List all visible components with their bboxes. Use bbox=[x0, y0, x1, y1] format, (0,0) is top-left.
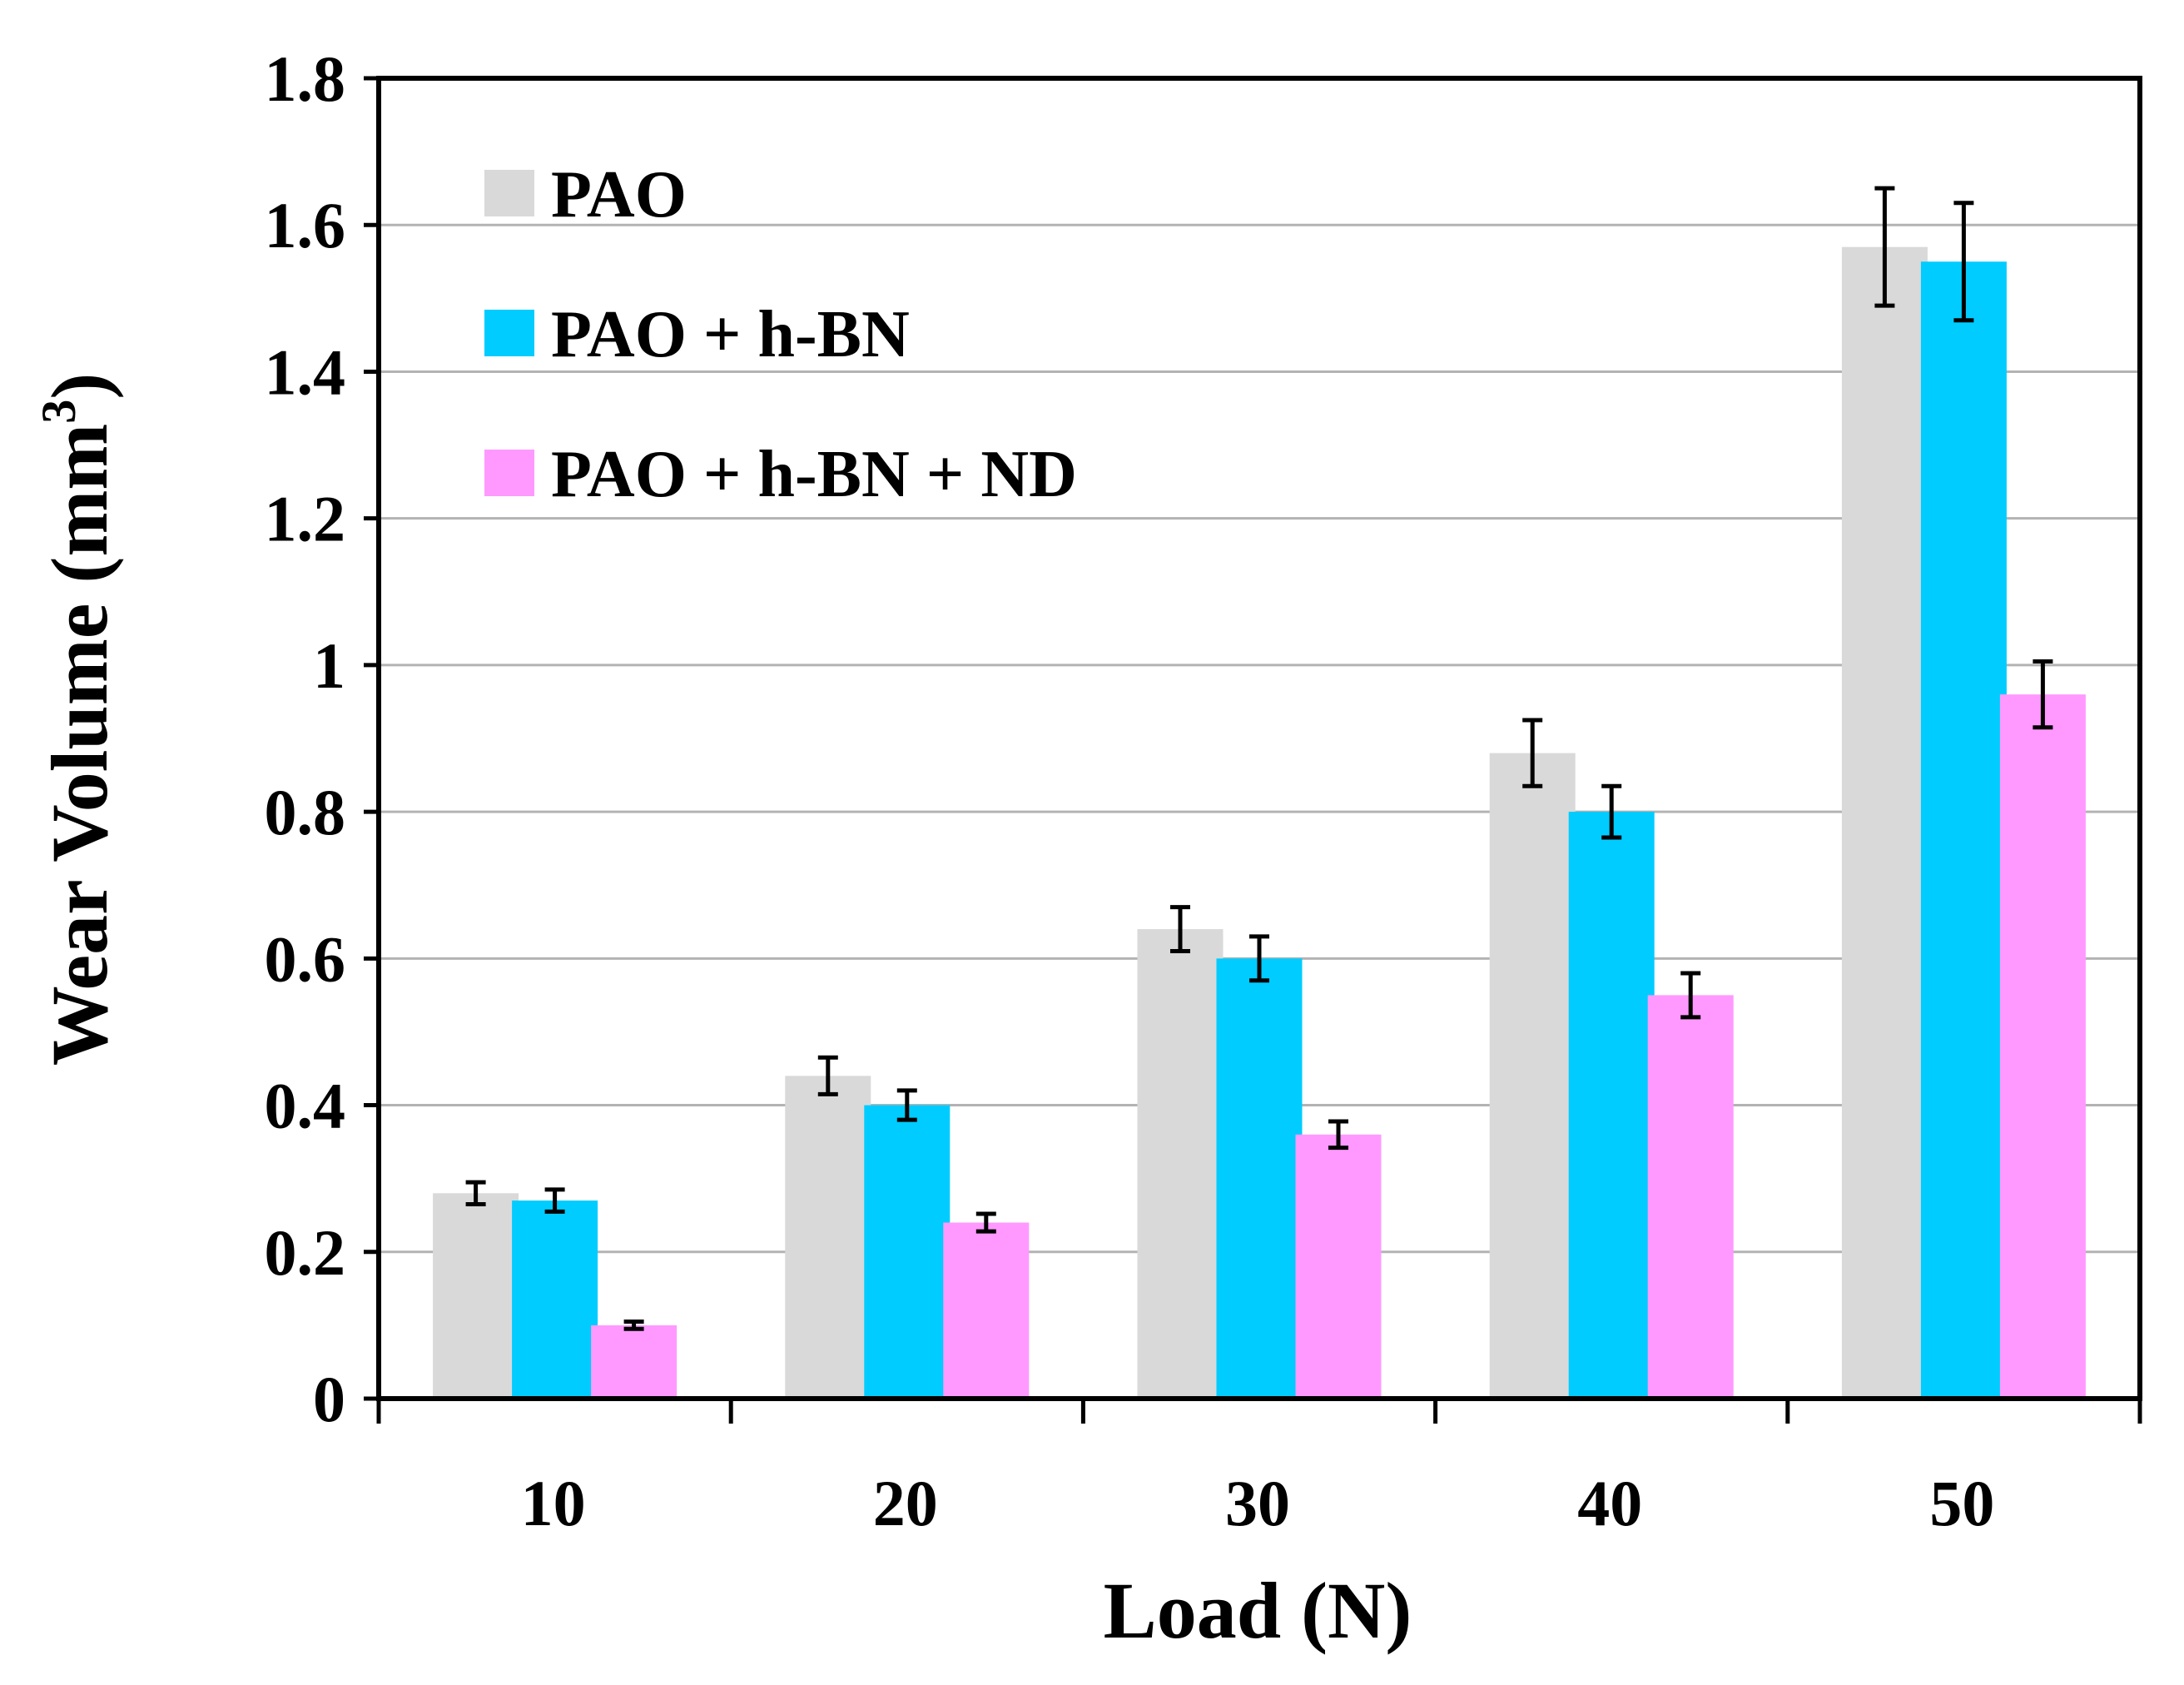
y-tick-label: 1 bbox=[313, 629, 345, 702]
error-bars bbox=[465, 186, 2053, 1331]
y-tick-label: 1.8 bbox=[265, 42, 346, 115]
bar bbox=[1999, 694, 2086, 1399]
x-tick-label: 40 bbox=[1577, 1467, 1642, 1539]
x-tick-label: 10 bbox=[521, 1467, 586, 1539]
bar bbox=[1841, 246, 1928, 1399]
y-tick-label: 0.2 bbox=[265, 1216, 346, 1289]
y-tick-label: 1.4 bbox=[265, 336, 346, 408]
bar bbox=[1568, 812, 1655, 1399]
y-tick-label: 0.8 bbox=[265, 776, 346, 848]
legend-swatch bbox=[484, 170, 534, 216]
bar bbox=[512, 1200, 598, 1399]
y-tick-label: 0 bbox=[313, 1363, 345, 1435]
bar bbox=[433, 1193, 519, 1399]
legend-label: PAO + h-BN bbox=[551, 298, 910, 371]
bar bbox=[1647, 995, 1734, 1399]
y-tick-label: 0.6 bbox=[265, 922, 346, 995]
y-axis-title-close: ) bbox=[35, 373, 124, 400]
y-axis-title: Wear Volume (mm3) bbox=[32, 373, 124, 1066]
bar bbox=[1137, 929, 1224, 1399]
legend: PAO PAO + h-BN PAO + h-BN + ND bbox=[484, 158, 1077, 511]
x-tick-label: 20 bbox=[873, 1467, 938, 1539]
bar bbox=[1295, 1134, 1382, 1399]
bar bbox=[591, 1325, 678, 1399]
legend-label: PAO bbox=[551, 158, 687, 231]
x-tick-label: 50 bbox=[1929, 1467, 1994, 1539]
x-tick-label: 30 bbox=[1225, 1467, 1290, 1539]
y-tick-label: 0.4 bbox=[265, 1070, 346, 1142]
y-tick-label: 1.2 bbox=[265, 483, 346, 555]
bar bbox=[864, 1105, 951, 1399]
bar bbox=[785, 1076, 871, 1399]
plot-frame bbox=[376, 76, 2142, 1401]
bar bbox=[943, 1222, 1030, 1399]
legend-swatch bbox=[484, 310, 534, 356]
bar bbox=[1920, 261, 2007, 1399]
bar bbox=[1489, 753, 1576, 1399]
y-axis-title-sup: 3 bbox=[32, 400, 86, 424]
bar bbox=[1216, 958, 1303, 1399]
legend-swatch bbox=[484, 450, 534, 496]
legend-label: PAO + h-BN + ND bbox=[551, 438, 1077, 511]
y-tick-label: 1.6 bbox=[265, 189, 346, 261]
x-axis-title: Load (N) bbox=[1104, 1566, 1412, 1655]
axes: 0 0.2 0.4 0.6 0.8 1 1.2 1.4 1.6 1.8 10 20 30 40 50 bbox=[265, 42, 2142, 1539]
y-axis-title-main: Wear Volume (mm bbox=[35, 424, 124, 1066]
bars bbox=[433, 246, 2086, 1399]
